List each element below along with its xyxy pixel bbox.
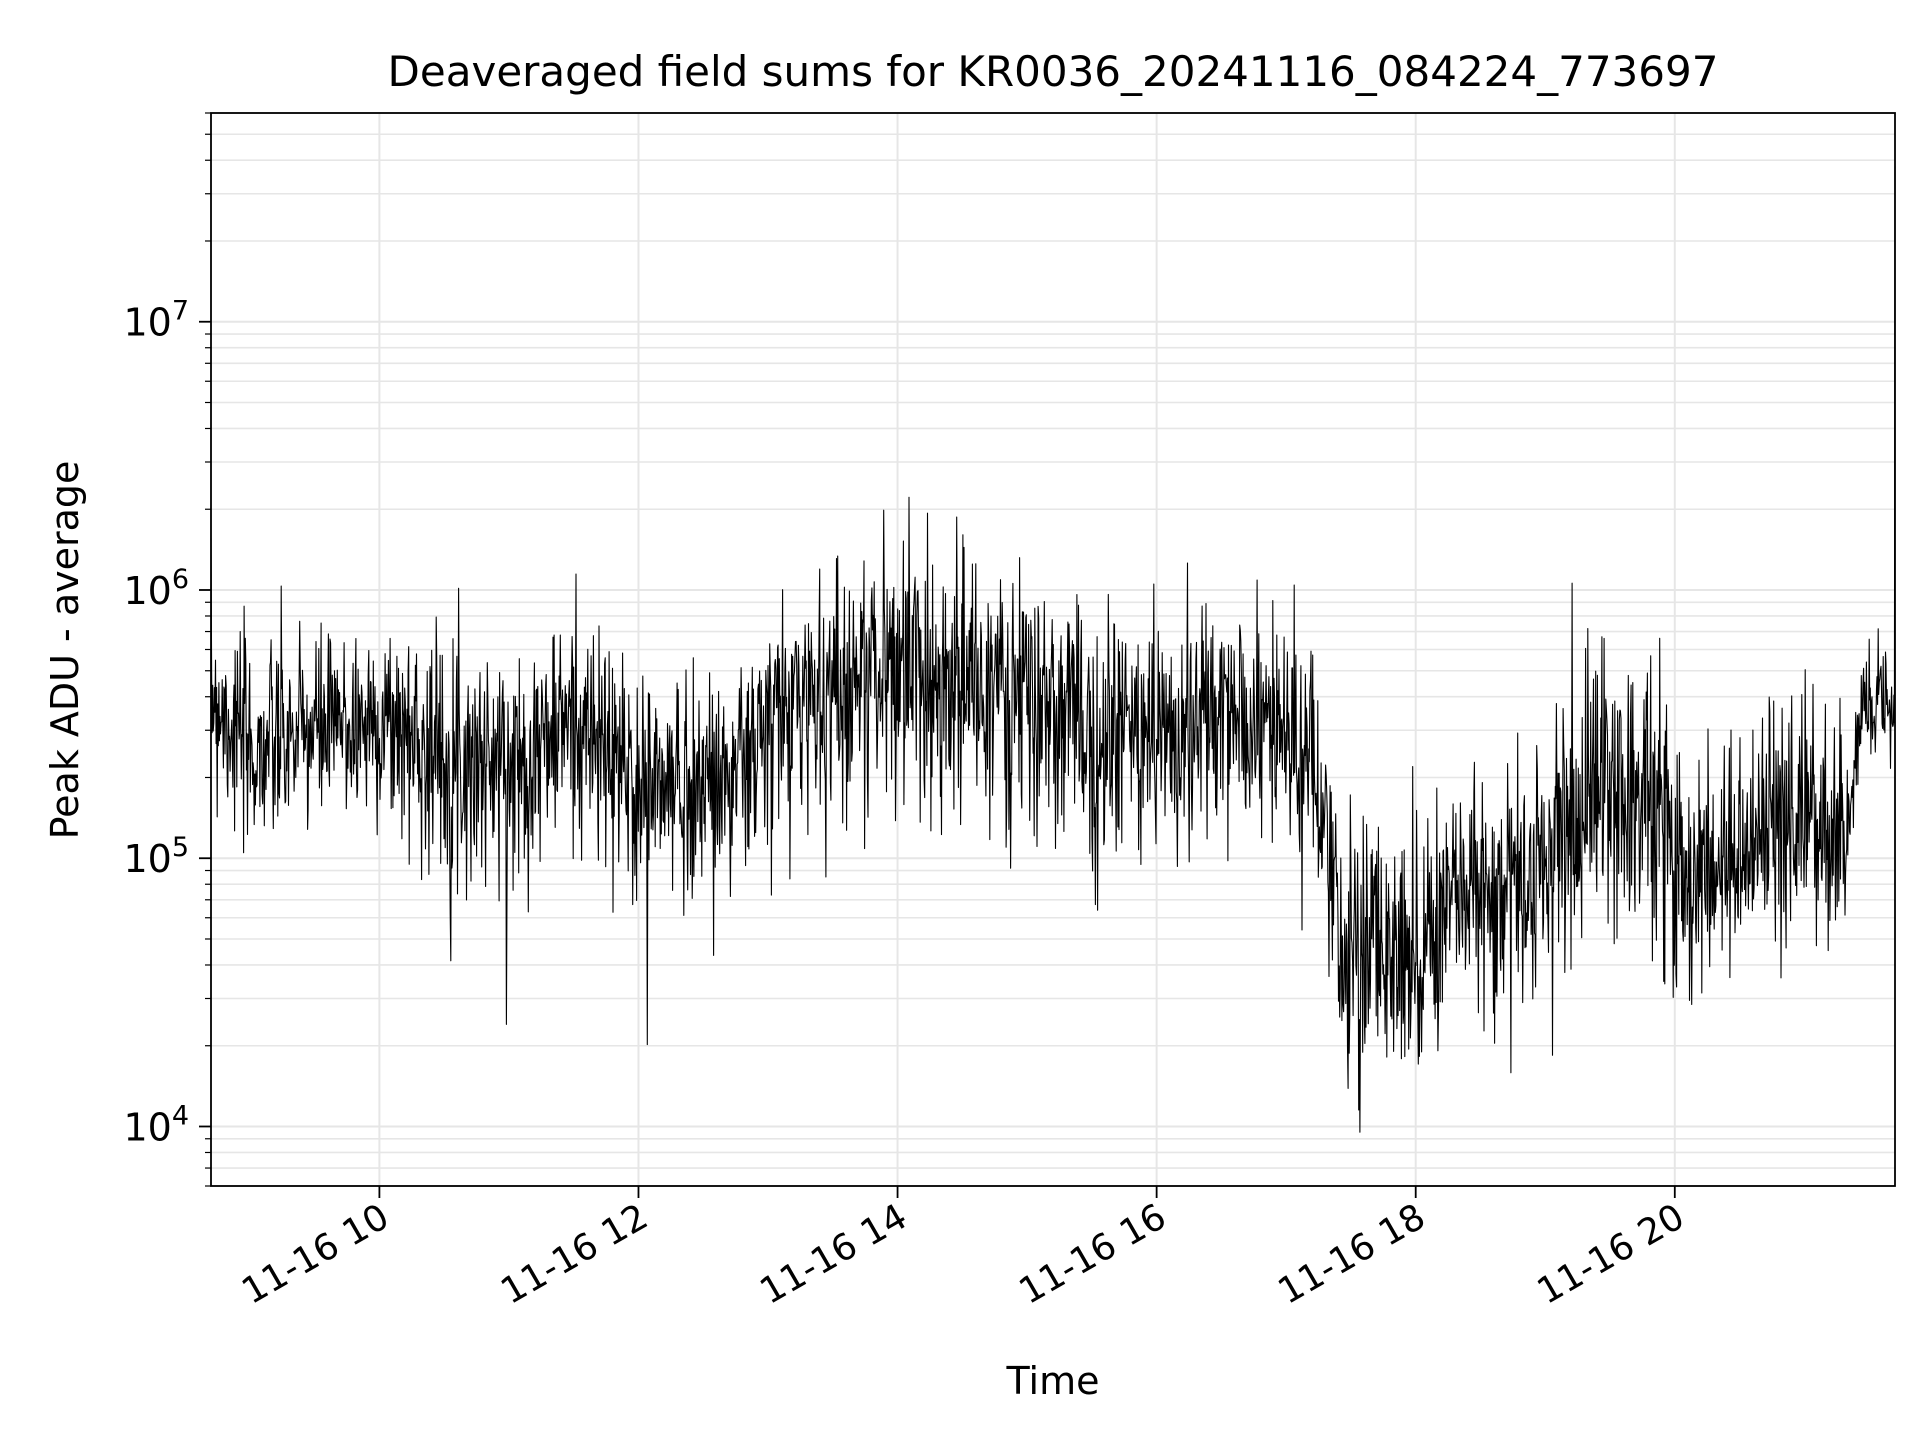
y-tick-label: 105 <box>123 832 189 881</box>
y-tick-label: 104 <box>123 1100 189 1149</box>
y-axis-label: Peak ADU - average <box>43 461 87 840</box>
data-series <box>210 166 1896 1133</box>
y-tick-label: 107 <box>123 296 189 345</box>
x-axis-label: Time <box>1006 1359 1100 1403</box>
series-line <box>210 166 1896 1133</box>
chart-title: Deaveraged field sums for KR0036_2024111… <box>388 47 1719 96</box>
y-tick-label: 106 <box>123 564 189 613</box>
